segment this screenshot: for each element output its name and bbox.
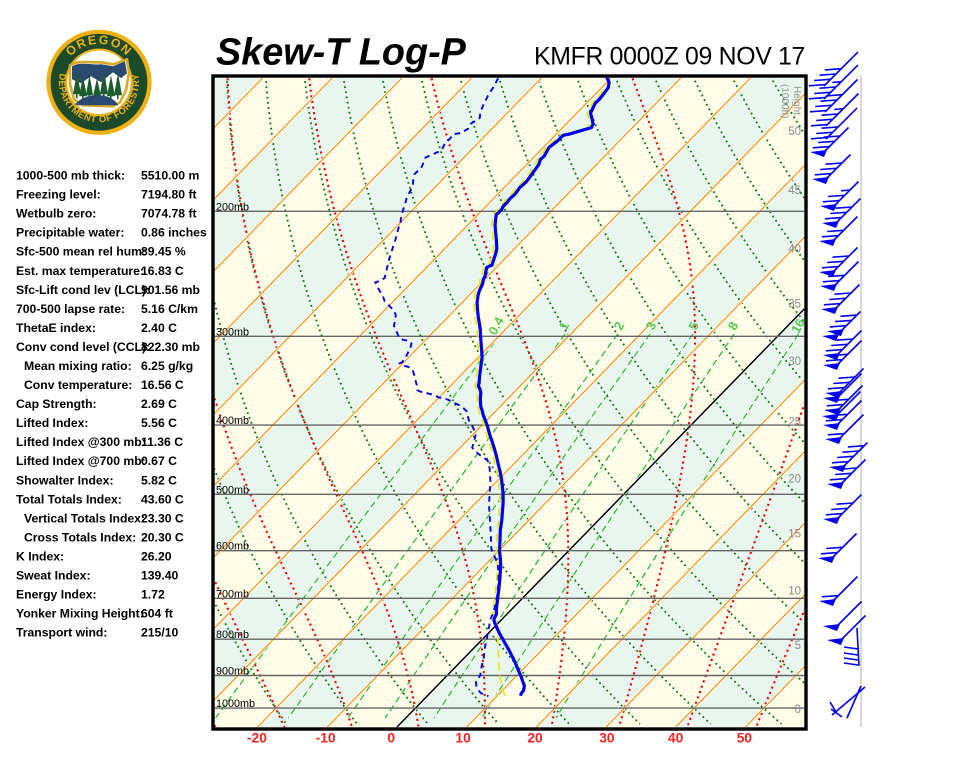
svg-text:40: 40 bbox=[788, 244, 801, 256]
svg-text:Precipitable water:: Precipitable water: bbox=[16, 226, 124, 240]
svg-text:ThetaE index:: ThetaE index: bbox=[16, 321, 96, 335]
svg-text:Total Totals Index:: Total Totals Index: bbox=[16, 492, 122, 506]
svg-text:2.40 C: 2.40 C bbox=[141, 321, 177, 335]
svg-text:500mb: 500mb bbox=[216, 484, 249, 496]
svg-text:25: 25 bbox=[788, 417, 801, 429]
svg-text:1.72: 1.72 bbox=[141, 588, 165, 602]
svg-text:5.16 C/km: 5.16 C/km bbox=[141, 302, 198, 316]
svg-text:800mb: 800mb bbox=[216, 629, 249, 641]
svg-text:Lifted Index:: Lifted Index: bbox=[16, 416, 88, 430]
svg-text:Yonker Mixing Height:: Yonker Mixing Height: bbox=[16, 607, 144, 621]
svg-text:-20: -20 bbox=[247, 731, 267, 746]
svg-text:Mean mixing ratio:: Mean mixing ratio: bbox=[24, 359, 132, 373]
svg-text:Lifted Index @300 mb:: Lifted Index @300 mb: bbox=[16, 435, 146, 449]
svg-text:89.45 %: 89.45 % bbox=[141, 245, 186, 259]
svg-text:-10: -10 bbox=[316, 731, 336, 746]
svg-text:35: 35 bbox=[788, 299, 801, 311]
svg-text:0: 0 bbox=[795, 704, 801, 716]
svg-text:16.56 C: 16.56 C bbox=[141, 378, 184, 392]
svg-text:16: 16 bbox=[788, 316, 808, 336]
svg-text:Sweat Index:: Sweat Index: bbox=[16, 569, 91, 583]
svg-text:901.56 mb: 901.56 mb bbox=[141, 283, 200, 297]
svg-text:15: 15 bbox=[788, 529, 801, 541]
svg-text:822.30 mb: 822.30 mb bbox=[141, 340, 200, 354]
svg-text:200mb: 200mb bbox=[216, 201, 249, 213]
svg-text:Showalter Index:: Showalter Index: bbox=[16, 473, 114, 487]
svg-text:7194.80 ft: 7194.80 ft bbox=[141, 188, 197, 202]
svg-text:Transport wind:: Transport wind: bbox=[16, 626, 107, 640]
svg-text:Vertical Totals Index:: Vertical Totals Index: bbox=[24, 511, 145, 525]
svg-text:20.30 C: 20.30 C bbox=[141, 531, 184, 545]
svg-text:6.25 g/kg: 6.25 g/kg bbox=[141, 359, 193, 373]
svg-text:604 ft: 604 ft bbox=[141, 607, 173, 621]
svg-text:KMFR 0000Z 09 NOV 17: KMFR 0000Z 09 NOV 17 bbox=[534, 44, 805, 71]
svg-text:900mb: 900mb bbox=[216, 666, 249, 678]
svg-text:K Index:: K Index: bbox=[16, 550, 64, 564]
svg-text:Energy Index:: Energy Index: bbox=[16, 588, 97, 602]
svg-text:Wetbulb zero:: Wetbulb zero: bbox=[16, 207, 96, 221]
svg-text:Conv cond level (CCL):: Conv cond level (CCL): bbox=[16, 340, 150, 354]
svg-text:30: 30 bbox=[788, 356, 801, 368]
svg-text:Skew-T Log-P: Skew-T Log-P bbox=[216, 32, 467, 74]
svg-text:0: 0 bbox=[387, 731, 395, 746]
svg-text:40: 40 bbox=[668, 731, 684, 746]
svg-text:5: 5 bbox=[795, 640, 801, 652]
svg-text:23.30 C: 23.30 C bbox=[141, 511, 184, 525]
svg-text:11.36 C: 11.36 C bbox=[141, 435, 183, 449]
svg-text:10: 10 bbox=[788, 586, 801, 598]
svg-text:Est. max temperature:: Est. max temperature: bbox=[16, 264, 144, 278]
svg-text:2.69 C: 2.69 C bbox=[141, 397, 177, 411]
svg-text:5.82 C: 5.82 C bbox=[141, 473, 177, 487]
svg-text:Sfc-500 mean rel hum:: Sfc-500 mean rel hum: bbox=[16, 245, 146, 259]
svg-text:5.56 C: 5.56 C bbox=[141, 416, 177, 430]
svg-text:16.83 C: 16.83 C bbox=[141, 264, 184, 278]
svg-text:10: 10 bbox=[455, 731, 471, 746]
svg-text:Freezing level:: Freezing level: bbox=[16, 188, 101, 202]
svg-text:139.40: 139.40 bbox=[141, 569, 178, 583]
svg-text:Conv temperature:: Conv temperature: bbox=[24, 378, 132, 392]
svg-text:Cap Strength:: Cap Strength: bbox=[16, 397, 97, 411]
svg-text:43.60 C: 43.60 C bbox=[141, 492, 184, 506]
svg-text:Cross Totals Index:: Cross Totals Index: bbox=[24, 531, 136, 545]
svg-text:50: 50 bbox=[788, 126, 801, 138]
svg-text:5510.00 m: 5510.00 m bbox=[141, 169, 199, 183]
svg-text:20: 20 bbox=[527, 731, 543, 746]
svg-text:215/10: 215/10 bbox=[141, 626, 178, 640]
svg-text:300mb: 300mb bbox=[216, 326, 249, 338]
svg-text:45: 45 bbox=[788, 185, 801, 197]
svg-text:(1000ft): (1000ft) bbox=[779, 84, 790, 118]
svg-text:0.67 C: 0.67 C bbox=[141, 454, 177, 468]
svg-text:30: 30 bbox=[599, 731, 615, 746]
svg-text:400mb: 400mb bbox=[216, 415, 249, 427]
svg-text:1000mb: 1000mb bbox=[216, 698, 255, 710]
svg-text:1000-500 mb thick:: 1000-500 mb thick: bbox=[16, 169, 125, 183]
svg-text:7074.78 ft: 7074.78 ft bbox=[141, 207, 197, 221]
svg-text:26.20: 26.20 bbox=[141, 550, 172, 564]
svg-text:0.86 inches: 0.86 inches bbox=[141, 226, 207, 240]
svg-text:50: 50 bbox=[737, 731, 753, 746]
svg-text:Height: Height bbox=[791, 86, 802, 115]
svg-text:Lifted Index @700 mb:: Lifted Index @700 mb: bbox=[16, 454, 146, 468]
svg-text:600mb: 600mb bbox=[216, 541, 249, 553]
svg-text:Sfc-Lift cond lev (LCL):: Sfc-Lift cond lev (LCL): bbox=[16, 283, 150, 297]
svg-text:20: 20 bbox=[788, 474, 801, 486]
svg-text:700-500 lapse rate:: 700-500 lapse rate: bbox=[16, 302, 125, 316]
svg-text:700mb: 700mb bbox=[216, 588, 249, 600]
